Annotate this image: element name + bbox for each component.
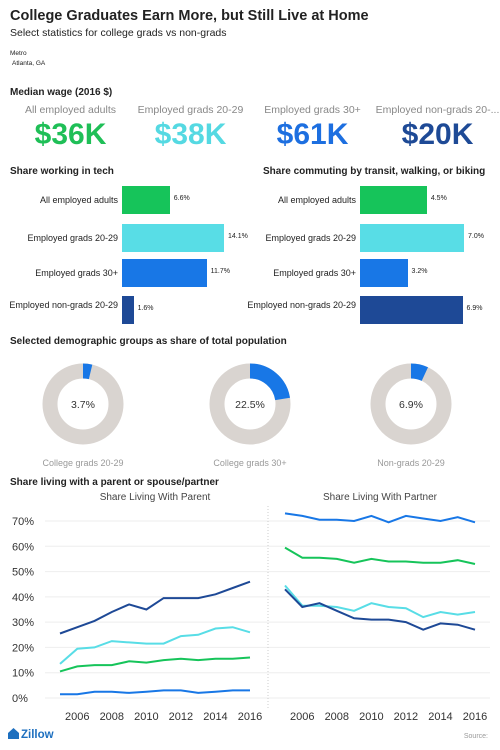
wage-label: Employed grads 30+ xyxy=(264,104,361,116)
line-series[interactable] xyxy=(59,656,251,673)
x-tick-label: 2006 xyxy=(290,711,314,723)
x-tick-label: 2006 xyxy=(65,711,89,723)
metro-value[interactable]: Atlanta, GA xyxy=(12,60,46,67)
bar-value-label: 4.5% xyxy=(430,195,447,202)
donut-chart: 3.7% xyxy=(42,363,124,445)
metro-label: Metro xyxy=(10,50,27,57)
bar-value-label: 6.6% xyxy=(173,195,190,202)
bar[interactable] xyxy=(360,259,408,287)
bar-category-label: Employed non-grads 20-29 xyxy=(247,300,356,310)
page-subtitle: Select statistics for college grads vs n… xyxy=(10,27,227,39)
zillow-logo-text: Zillow xyxy=(21,729,54,741)
x-tick-label: 2014 xyxy=(428,711,452,723)
y-tick-label: 40% xyxy=(12,592,34,604)
bar[interactable] xyxy=(122,224,224,252)
bar-value-label: 14.1% xyxy=(228,233,248,240)
tech-chart-title: Share working in tech xyxy=(10,166,114,177)
wage-value: $36K xyxy=(34,118,107,151)
y-tick-label: 10% xyxy=(12,668,34,680)
donut-chart: 6.9% xyxy=(370,363,452,445)
line-panel-title: Share Living With Parent xyxy=(100,492,211,503)
bar-value-label: 7.0% xyxy=(468,233,484,240)
living-line-charts: 0% 10% 20% 30% 40% 50% 60% 70% Share Living With… xyxy=(12,492,490,723)
line-series[interactable] xyxy=(284,588,476,631)
line-series[interactable] xyxy=(59,626,251,665)
bar-category-label: Employed grads 30+ xyxy=(273,268,356,278)
donut-category-label: Non-grads 20-29 xyxy=(377,458,445,468)
x-tick-label: 2010 xyxy=(134,711,158,723)
x-tick-label: 2012 xyxy=(169,711,193,723)
wage-label: Employed grads 20-29 xyxy=(137,104,244,116)
demographic-section-title: Selected demographic groups as share of … xyxy=(10,336,287,347)
y-tick-label: 0% xyxy=(12,693,28,705)
y-tick-label: 70% xyxy=(12,516,34,528)
donut-category-label: College grads 30+ xyxy=(213,458,287,468)
line-series[interactable] xyxy=(284,584,476,619)
x-tick-label: 2008 xyxy=(325,711,349,723)
x-tick-label: 2016 xyxy=(238,711,262,723)
bar-category-label: Employed grads 20-29 xyxy=(265,233,356,243)
bar-value-label: 6.9% xyxy=(466,305,483,312)
source-link[interactable]: Source: xyxy=(463,733,488,740)
donut-slice[interactable] xyxy=(209,363,291,445)
donut-slice[interactable] xyxy=(370,363,452,445)
y-tick-label: 20% xyxy=(12,642,34,654)
donut-value-label: 22.5% xyxy=(235,399,265,411)
page-title: College Graduates Earn More, but Still L… xyxy=(10,8,369,24)
wage-value: $20K xyxy=(401,118,474,151)
bar[interactable] xyxy=(122,186,170,214)
living-section-title: Share living with a parent or spouse/par… xyxy=(10,477,219,488)
x-tick-label: 2012 xyxy=(394,711,418,723)
bar[interactable] xyxy=(122,296,134,324)
bar-category-label: Employed grads 20-29 xyxy=(27,233,118,243)
bar-category-label: Employed grads 30+ xyxy=(35,268,118,278)
bar-value-label: 11.7% xyxy=(210,268,230,275)
bar[interactable] xyxy=(122,259,207,287)
donut-slice[interactable] xyxy=(42,363,124,445)
line-series[interactable] xyxy=(284,512,476,524)
wage-label: All employed adults xyxy=(24,104,117,116)
line-series[interactable] xyxy=(60,689,250,696)
bar[interactable] xyxy=(360,224,464,252)
zillow-logo[interactable]: Zillow xyxy=(8,728,54,741)
donut-value-label: 3.7% xyxy=(71,399,95,411)
line-panel-title: Share Living With Partner xyxy=(323,492,438,503)
bar-category-label: Employed non-grads 20-29 xyxy=(9,300,118,310)
x-tick-label: 2014 xyxy=(203,711,227,723)
bar-value-label: 3.2% xyxy=(411,268,428,275)
bar-category-label: All employed adults xyxy=(277,195,356,205)
commute-chart-title: Share commuting by transit, walking, or … xyxy=(263,166,486,177)
wage-label: Employed non-grads 20-... xyxy=(375,104,500,116)
bar[interactable] xyxy=(360,296,463,324)
donut-value-label: 6.9% xyxy=(399,399,423,411)
bar-category-label: All employed adults xyxy=(39,195,118,205)
x-tick-label: 2010 xyxy=(359,711,383,723)
donut-chart: 22.5% xyxy=(209,363,291,445)
wage-section-title: Median wage (2016 $) xyxy=(10,87,113,98)
donut-category-label: College grads 20-29 xyxy=(42,458,124,468)
line-series[interactable] xyxy=(59,580,251,635)
wage-value: $38K xyxy=(154,118,227,151)
x-tick-label: 2008 xyxy=(100,711,124,723)
y-tick-label: 30% xyxy=(12,617,34,629)
wage-value: $61K xyxy=(276,118,349,151)
zillow-logo-icon xyxy=(8,728,19,739)
line-series[interactable] xyxy=(284,546,476,565)
x-tick-label: 2016 xyxy=(463,711,487,723)
bar[interactable] xyxy=(360,186,427,214)
bar-value-label: 1.6% xyxy=(137,305,154,312)
y-tick-label: 50% xyxy=(12,567,34,579)
y-tick-label: 60% xyxy=(12,541,34,553)
